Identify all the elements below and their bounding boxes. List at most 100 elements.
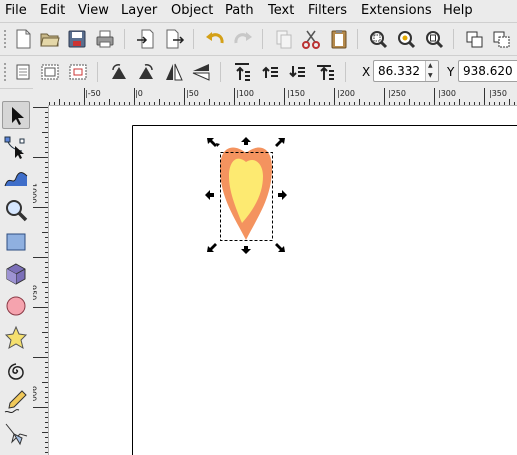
star-tool-icon[interactable] [2, 324, 30, 352]
selector-controls-toolbar: X 86.332 ▲ ▼ Y 938.620 [0, 56, 517, 88]
commands-toolbar [0, 23, 517, 55]
scale-handle-right-icon[interactable] [278, 190, 287, 200]
x-label: X [362, 65, 371, 79]
import-icon[interactable] [134, 27, 158, 51]
menu-bar: File Edit View Layer Object Path Text Fi… [0, 0, 517, 22]
3d-box-tool-icon[interactable] [2, 260, 30, 288]
menu-object[interactable]: Object [171, 3, 214, 18]
redo-icon[interactable] [231, 27, 255, 51]
toolbox [0, 98, 34, 455]
menu-filters[interactable]: Filters [308, 3, 347, 18]
selector-tool-icon[interactable] [2, 101, 30, 129]
ruler-label: |200 [337, 89, 355, 98]
toolbar-separator [357, 29, 358, 49]
scale-handle-bottom-right-icon[interactable] [275, 243, 285, 252]
inner-teardrop-shape[interactable] [229, 158, 263, 223]
cut-icon[interactable] [299, 27, 323, 51]
scale-handle-bottom-left-icon[interactable] [207, 243, 217, 252]
raise-icon[interactable] [258, 60, 282, 84]
new-document-icon[interactable] [11, 27, 35, 51]
scale-handle-top-right-icon[interactable] [275, 138, 285, 147]
export-icon[interactable] [162, 27, 186, 51]
toolbar-separator-line [0, 55, 517, 56]
scale-handle-top-left-icon[interactable] [207, 138, 220, 147]
y-coordinate-field[interactable]: 938.620 [458, 60, 517, 82]
rotate-ccw-icon[interactable] [107, 60, 131, 84]
selection-bounding-box [220, 152, 273, 241]
menu-extensions[interactable]: Extensions [361, 3, 432, 18]
ruler-label: 1000 [33, 183, 38, 203]
menu-file[interactable]: File [5, 3, 27, 18]
duplicate-icon[interactable] [463, 27, 487, 51]
print-icon[interactable] [93, 27, 117, 51]
copy-icon[interactable] [272, 27, 296, 51]
tweak-tool-icon[interactable] [2, 164, 30, 192]
vertical-ruler-ticks: 1000 950 900 850 [33, 107, 48, 453]
zoom-page-icon[interactable] [422, 27, 446, 51]
menu-separator [0, 22, 517, 23]
flip-vertical-icon[interactable] [189, 60, 213, 84]
save-icon[interactable] [65, 27, 89, 51]
scale-handle-bottom-icon[interactable] [241, 239, 251, 254]
ruler-label: |150 [287, 89, 305, 98]
page-border [132, 125, 517, 455]
menu-edit[interactable]: Edit [40, 3, 66, 18]
spiral-tool-icon[interactable] [2, 356, 30, 384]
x-coordinate-field[interactable]: 86.332 ▲ ▼ [373, 60, 439, 82]
open-icon[interactable] [38, 27, 62, 51]
y-coordinate-value: 938.620 [463, 64, 513, 78]
ellipse-tool-icon[interactable] [2, 292, 30, 320]
canvas-drawing [132, 125, 517, 455]
y-label: Y [447, 65, 455, 79]
toolbar-separator [345, 62, 346, 82]
raise-to-top-icon[interactable] [230, 60, 254, 84]
select-all-layers-icon[interactable] [38, 60, 62, 84]
lower-to-bottom-icon[interactable] [313, 60, 337, 84]
select-all-icon[interactable] [11, 60, 35, 84]
selection-handles [205, 137, 287, 254]
zoom-tool-icon[interactable] [2, 196, 30, 224]
x-coordinate-value: 86.332 [378, 64, 420, 78]
paste-icon[interactable] [327, 27, 351, 51]
zoom-drawing-icon[interactable] [394, 27, 418, 51]
ruler-label: |0 [135, 89, 143, 98]
scale-handle-left-icon[interactable] [205, 190, 214, 200]
toolbar-separator [193, 29, 194, 49]
x-coordinate-spinner[interactable]: ▲ ▼ [425, 61, 438, 81]
clone-icon[interactable] [490, 27, 514, 51]
toolbar-separator [453, 29, 454, 49]
rectangle-tool-icon[interactable] [2, 228, 30, 256]
vertical-ruler[interactable]: 1000 950 900 850 [33, 105, 49, 455]
menu-view[interactable]: View [78, 3, 109, 18]
zoom-selection-icon[interactable] [366, 27, 390, 51]
deselect-icon[interactable] [66, 60, 90, 84]
horizontal-ruler[interactable]: |-50 |0 |50 |100 |150 |200 |250 |300 |35… [48, 88, 517, 106]
toolbar-separator [97, 62, 98, 82]
toolbar-grip[interactable] [3, 62, 7, 82]
menu-text[interactable]: Text [268, 3, 295, 18]
canvas[interactable] [49, 106, 517, 455]
pencil-tool-icon[interactable] [2, 388, 30, 416]
horizontal-ruler-ticks: |-50 |0 |50 |100 |150 |200 |250 |300 |35… [49, 88, 515, 105]
flip-horizontal-icon[interactable] [162, 60, 186, 84]
menu-help[interactable]: Help [443, 3, 473, 18]
ruler-corner [33, 88, 48, 105]
ruler-label: |300 [438, 89, 456, 98]
toolbar-grip[interactable] [3, 29, 7, 49]
toolbar-separator [262, 29, 263, 49]
pen-tool-icon[interactable] [2, 420, 30, 448]
menu-path[interactable]: Path [225, 3, 254, 18]
menu-layer[interactable]: Layer [121, 3, 158, 18]
undo-icon[interactable] [203, 27, 227, 51]
lower-icon[interactable] [285, 60, 309, 84]
toolbar-separator [220, 62, 221, 82]
ruler-label: 950 [33, 285, 38, 300]
ruler-label: 900 [33, 386, 38, 401]
ruler-label: |350 [489, 89, 507, 98]
node-tool-icon[interactable] [2, 133, 30, 161]
ruler-label: |100 [236, 89, 254, 98]
toolbar-separator [124, 29, 125, 49]
rotate-cw-icon[interactable] [134, 60, 158, 84]
ruler-label: |250 [388, 89, 406, 98]
scale-handle-top-icon[interactable] [241, 137, 251, 150]
